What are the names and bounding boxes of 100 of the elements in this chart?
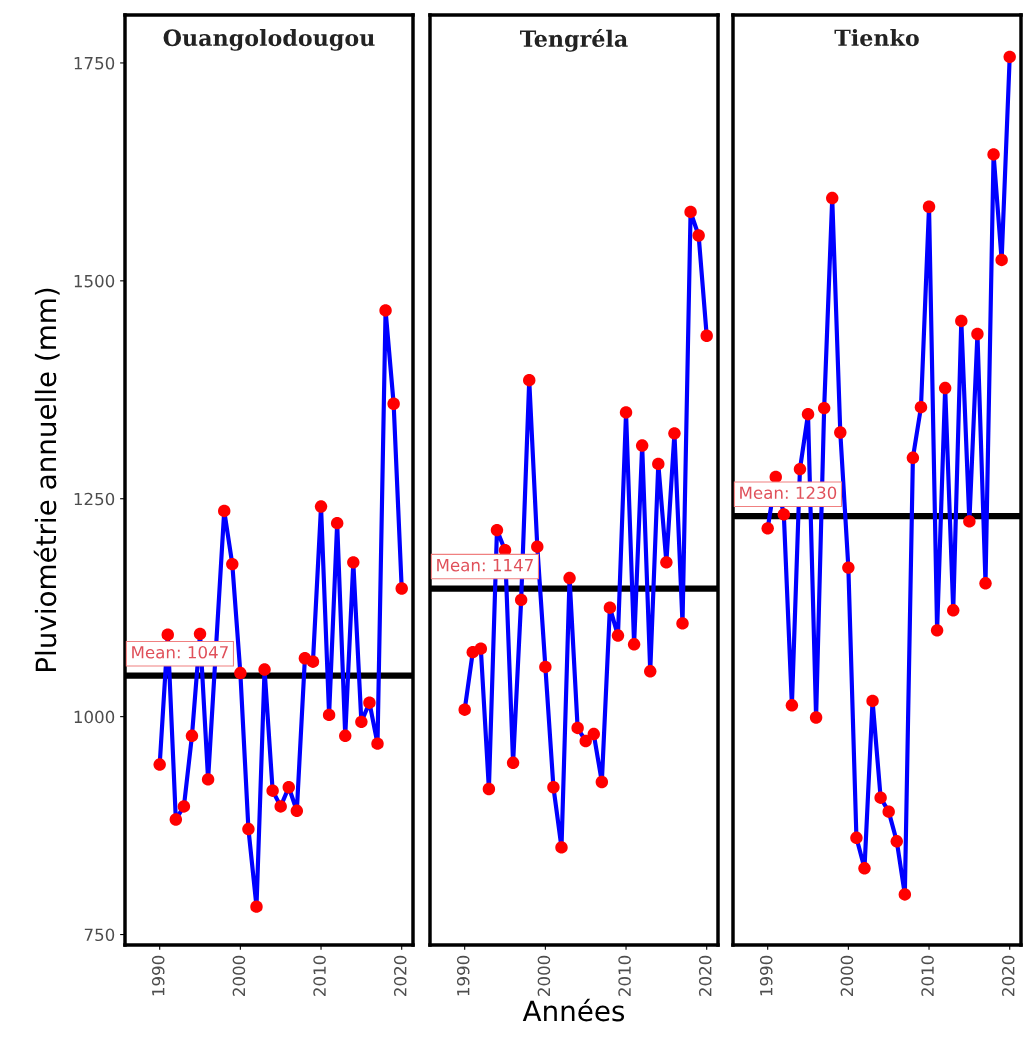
point [555, 841, 568, 854]
point [371, 737, 384, 750]
point [761, 522, 774, 535]
point [995, 253, 1008, 267]
point [482, 782, 496, 796]
point [947, 604, 960, 617]
point [890, 835, 903, 848]
point [314, 500, 328, 513]
point [347, 556, 360, 569]
point [322, 708, 336, 722]
point [539, 660, 552, 674]
point [914, 401, 928, 414]
y-tick-label: 1000 [74, 710, 115, 724]
x-tick-label: 2020 [393, 955, 407, 996]
y-tick-label: 1500 [74, 274, 115, 288]
x-tick-label: 1990 [151, 955, 165, 996]
point [242, 822, 255, 836]
point [644, 665, 657, 678]
point [579, 734, 592, 748]
point [793, 462, 807, 476]
x-tick-label: 2000 [232, 955, 246, 996]
point [898, 888, 912, 901]
point [153, 758, 166, 771]
text: Tengréla [520, 28, 628, 52]
point [692, 229, 705, 242]
point [306, 655, 320, 668]
point [627, 638, 641, 651]
point [185, 729, 199, 743]
point [218, 504, 231, 518]
y-axis-title: Pluviométrie annuelle (mm) [33, 288, 60, 671]
point [226, 557, 239, 571]
point [330, 516, 344, 530]
ref-line-label: Mean: 1147 [437, 559, 533, 572]
point [850, 831, 863, 844]
x-tick-label: 2000 [537, 955, 551, 996]
point [842, 561, 855, 574]
point [193, 627, 207, 641]
point [458, 703, 471, 716]
point [817, 401, 831, 415]
point [882, 805, 895, 818]
point [571, 721, 584, 735]
point [938, 381, 952, 395]
point [785, 699, 799, 712]
point [1003, 50, 1016, 64]
point [660, 556, 673, 569]
point [668, 427, 681, 440]
ref-line-label: Mean: 1230 [740, 486, 837, 500]
point [858, 862, 871, 875]
point [987, 148, 1000, 161]
point [826, 191, 839, 205]
x-tick-label: 2010 [921, 955, 934, 996]
point [906, 451, 920, 464]
ref-line-label: Mean: 1047 [132, 645, 228, 659]
point [161, 628, 174, 641]
point [379, 304, 392, 317]
point [355, 715, 368, 729]
point [514, 593, 528, 607]
point [955, 314, 968, 328]
point [979, 577, 992, 590]
x-tick-label: 2000 [840, 955, 854, 996]
point [363, 696, 376, 709]
point [676, 617, 689, 630]
point [290, 804, 304, 817]
point [834, 426, 847, 439]
point [930, 624, 944, 637]
point [874, 791, 887, 804]
point [258, 663, 271, 676]
y-tick-label: 1750 [74, 56, 115, 70]
point [339, 729, 352, 743]
point [777, 508, 791, 521]
y-tick-label: 750 [84, 928, 115, 942]
x-tick-label: 2020 [698, 955, 712, 996]
x-tick-label: 2010 [313, 955, 326, 996]
point [587, 727, 600, 741]
point [201, 773, 215, 786]
point [474, 642, 488, 655]
point [652, 457, 665, 471]
x-tick-label: 1990 [456, 955, 470, 996]
point [963, 515, 976, 528]
x-axis-title: Années [522, 998, 625, 1022]
point [395, 582, 408, 595]
x-tick-label: 2020 [1001, 955, 1015, 996]
point [635, 439, 649, 452]
point [523, 373, 536, 387]
x-tick-label: 2010 [618, 955, 631, 996]
point [866, 694, 879, 708]
point [547, 781, 560, 794]
point [266, 784, 279, 797]
point [387, 397, 400, 410]
text: Tienko [834, 28, 919, 47]
point [282, 781, 295, 794]
point [801, 407, 815, 421]
point [531, 540, 544, 553]
point [490, 523, 504, 537]
point [619, 406, 633, 419]
y-tick-label: 1250 [74, 492, 115, 506]
point [603, 601, 617, 614]
point [234, 666, 247, 680]
point [971, 327, 984, 341]
point [611, 629, 625, 642]
